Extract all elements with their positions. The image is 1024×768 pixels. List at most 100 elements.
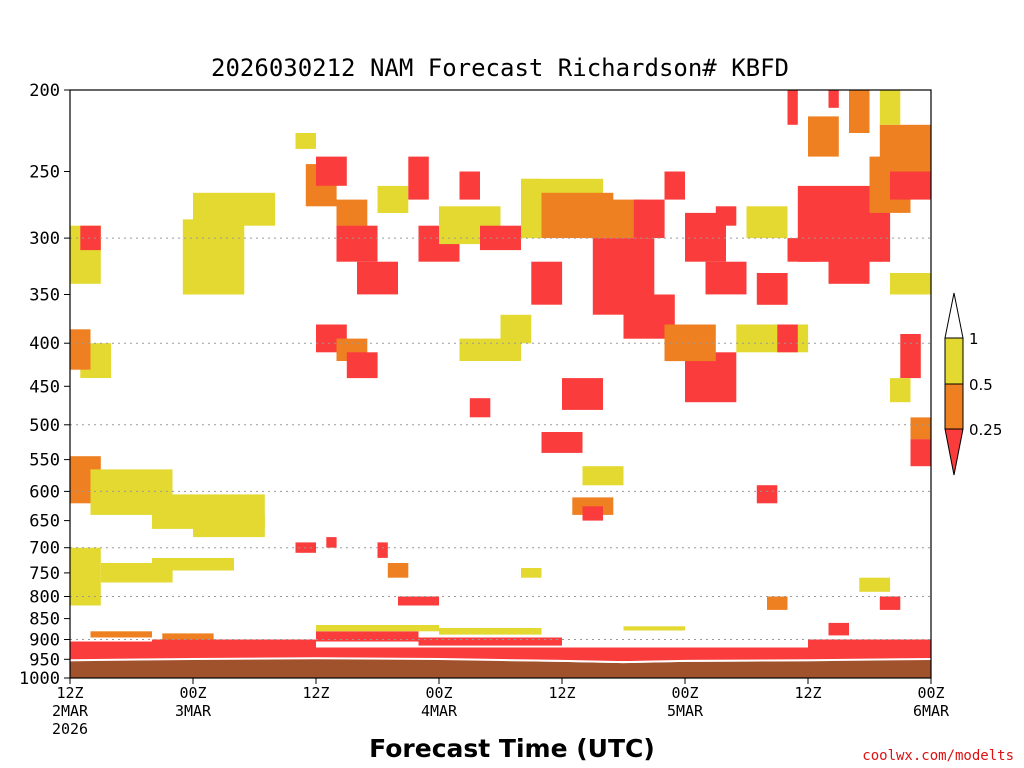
ri-cell-low (418, 637, 562, 646)
ri-cell-low (828, 238, 870, 284)
ri-cell-low (377, 542, 388, 558)
ri-cell-mid-high (500, 314, 532, 344)
ri-cell-low (459, 171, 480, 200)
ri-cell-low (582, 506, 603, 521)
ri-cell-mid-low (849, 90, 870, 133)
ri-cell-low (357, 261, 398, 295)
x-tick-label: 00Z (917, 684, 944, 702)
y-tick-label: 200 (29, 81, 60, 101)
ri-cell-low (70, 641, 152, 650)
ground-top-edge (69, 657, 932, 664)
y-tick-label: 550 (29, 451, 60, 471)
ri-cell-low (316, 631, 419, 642)
ri-cell-low (808, 639, 931, 650)
ri-cell-mid-high (521, 568, 542, 578)
y-tick-label: 800 (29, 588, 60, 608)
ri-cell-mid-high (439, 628, 542, 635)
ri-cell-low (316, 156, 347, 186)
ri-cell-low (326, 537, 337, 548)
x-tick-label: 3MAR (175, 702, 212, 720)
y-axis: 200 250 300 350 400 450 500 550 600 650 700 750 8008… (19, 81, 70, 689)
ri-cell-mid-high (859, 577, 891, 592)
x-tick-label: 00Z (179, 684, 206, 702)
legend-swatch-below-0.25 (944, 428, 964, 476)
y-tick-label: 250 (29, 163, 60, 183)
ri-cell-mid-high (582, 466, 624, 486)
ri-cell-mid-high (152, 558, 234, 571)
y-tick-label: 350 (29, 286, 60, 306)
ri-cell-low (152, 639, 316, 648)
ri-cell-mid-high (623, 626, 685, 631)
ri-cell-mid-low (387, 563, 409, 578)
y-tick-label: 700 (29, 539, 60, 559)
ri-cell-mid-low (879, 124, 932, 172)
ri-cell-low (633, 199, 665, 239)
ri-cell-low (562, 378, 603, 410)
y-tick-label: 500 (29, 416, 60, 436)
y-tick-label: 400 (29, 334, 60, 354)
ri-cell-mid-high (193, 515, 265, 538)
ri-cell-low (756, 273, 788, 305)
ri-cell-low (879, 596, 901, 610)
x-tick-label: 5MAR (667, 702, 704, 720)
ri-cell-low (346, 352, 378, 379)
x-tick-label: 4MAR (421, 702, 458, 720)
legend-label: 0.5 (969, 376, 993, 394)
legend-swatch-0.25-0.5 (944, 383, 964, 430)
x-tick-label: 6MAR (913, 702, 950, 720)
ri-cell-mid-high (746, 206, 788, 239)
ri-cell-mid-high (182, 219, 245, 295)
legend-label: 1 (969, 330, 979, 348)
ri-cell-low (541, 432, 583, 453)
gridlines-layer (70, 237, 931, 679)
ri-cell-low (890, 171, 931, 200)
ri-cell-low (900, 334, 921, 379)
legend-label: 0.25 (969, 421, 1002, 439)
x-tick-label: 00Z (671, 684, 698, 702)
x-tick-label: 12Z (548, 684, 575, 702)
y-tick-label: 750 (29, 564, 60, 584)
ri-cell-low (531, 261, 563, 305)
x-tick-label: 12Z (302, 684, 329, 702)
y-tick-label: 900 (29, 631, 60, 651)
ri-cell-mid-high (377, 185, 409, 213)
ground-layer (69, 657, 932, 678)
x-tick-label: 2MAR (52, 702, 89, 720)
y-tick-label: 850 (29, 610, 60, 630)
ri-cell-mid-low (808, 116, 839, 157)
ri-cell-low (80, 225, 101, 251)
ri-cell-low (756, 485, 778, 504)
ri-cell-low (787, 90, 798, 125)
y-tick-label: 450 (29, 377, 60, 397)
x-tick-label: 12Z (794, 684, 821, 702)
ri-cell-low (715, 206, 737, 226)
ri-cell-mid-low (910, 417, 931, 440)
legend-swatch-above-1 (944, 292, 964, 339)
ri-cell-low (469, 398, 491, 418)
ri-cell-mid-high (193, 192, 275, 226)
legend-swatch-0.5-1 (944, 337, 964, 385)
y-tick-label: 1000 (19, 669, 60, 689)
ri-cell-mid-low (767, 596, 788, 610)
ri-cell-mid-high (890, 273, 931, 295)
ri-cell-mid-low (90, 631, 152, 638)
ri-cell-low (336, 225, 378, 262)
ri-cell-mid-high (70, 547, 101, 606)
ri-cell-low (828, 622, 849, 636)
y-tick-label: 650 (29, 512, 60, 532)
ri-cell-mid-low (162, 633, 214, 640)
ground-surface (70, 659, 931, 678)
plot-frame (69, 89, 932, 679)
ri-cell-mid-high (316, 625, 439, 632)
data-cells-layer (70, 90, 932, 662)
ri-cell-low (408, 156, 429, 200)
ri-cell-mid-high (295, 133, 316, 149)
legend: 1 0.5 0.25 (944, 292, 1002, 476)
x-tick-label: 12Z (56, 684, 83, 702)
ri-cell-mid-high (879, 90, 901, 125)
ri-cell-mid-low (664, 324, 716, 362)
y-tick-label: 300 (29, 229, 60, 249)
ri-cell-low (664, 171, 685, 200)
